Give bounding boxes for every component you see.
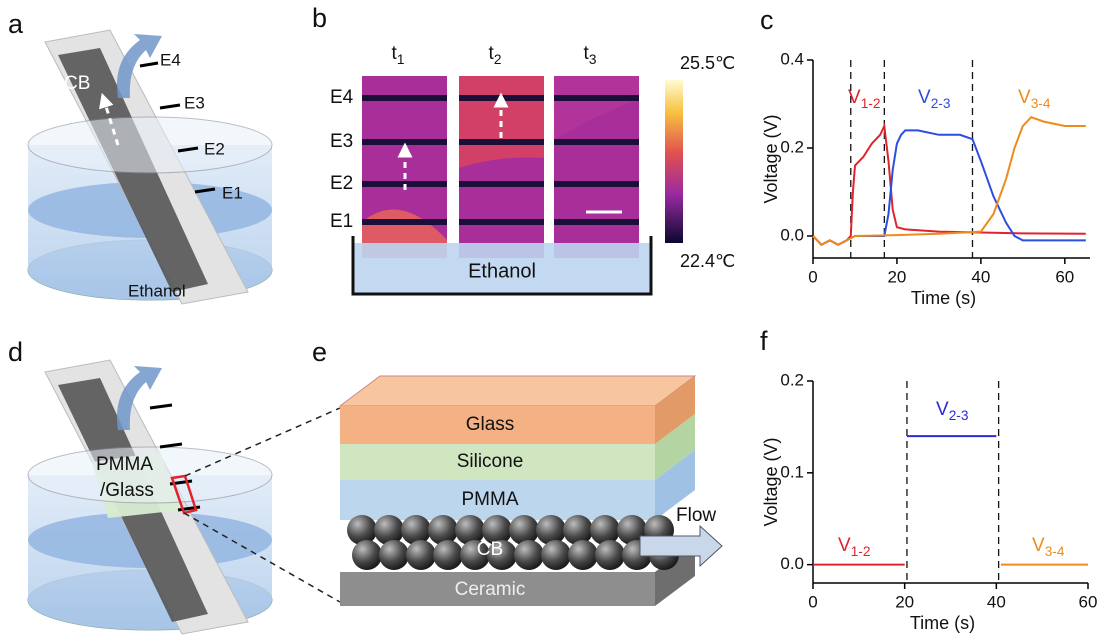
electrode-stripe (554, 181, 639, 187)
panel-label: b (312, 3, 327, 33)
time-label: t1 (392, 43, 405, 67)
y-tick-label: 0.2 (780, 137, 804, 156)
layer-label: PMMA (462, 489, 519, 510)
electrode-stripe (554, 219, 639, 225)
sample-label: PMMA (96, 454, 153, 475)
layer-label: Silicone (457, 451, 524, 472)
x-axis-title: Time (s) (910, 613, 975, 633)
electrode-stripe (459, 181, 544, 187)
panel-e: e Glass Silicone PMMA CB Ceramic Flow (312, 337, 722, 606)
y-tick-label: 0.4 (780, 49, 804, 68)
series-line (813, 126, 1086, 245)
y-tick-label: 0.1 (780, 462, 804, 481)
cb-particle (514, 540, 544, 570)
electrode-stripe (362, 219, 447, 225)
flow-label: Flow (676, 505, 716, 526)
panel-d: d PMMA /Glass (8, 337, 340, 634)
colorbar (665, 80, 683, 243)
cb-particle (374, 515, 404, 545)
cb-particle (347, 515, 377, 545)
time-label: t2 (489, 43, 502, 67)
beaker-top (28, 117, 272, 173)
thermal-images: t1 t2 t3 E4 E3 E2 E1 (330, 43, 639, 258)
electrode-label: E1 (222, 183, 243, 202)
electrode-label: E3 (184, 93, 205, 112)
panel-label: a (8, 9, 24, 39)
chart: f 0.0 0.1 0.2 0 20 40 60 Time (s) Voltage (V) V1-2… (760, 326, 1097, 633)
cb-particle (401, 515, 431, 545)
sample-label: /Glass (100, 480, 154, 501)
colorbar-min: 22.4℃ (680, 251, 735, 271)
panel-label: c (760, 5, 774, 35)
figure: a E4 E3 E2 E1 CB Ethanol d PMMA /G (0, 0, 1108, 641)
y-tick-label: 0.2 (780, 370, 804, 389)
cb-particle (595, 540, 625, 570)
electrode (150, 405, 172, 408)
cb-particle (536, 515, 566, 545)
cb-particle (379, 540, 409, 570)
series-label: V1-2 (848, 87, 880, 111)
electrode-stripe (362, 95, 447, 101)
colorbar-max: 25.5℃ (680, 53, 735, 73)
x-tick-label: 0 (808, 267, 817, 286)
y-tick-label: 0.0 (780, 554, 804, 573)
panel-label: e (312, 337, 327, 367)
y-axis-title: Voltage (V) (761, 437, 781, 526)
cb-particle (563, 515, 593, 545)
electrode-stripe (554, 139, 639, 145)
cb-particle (509, 515, 539, 545)
layer-label: Glass (466, 414, 515, 435)
panel-b: b t1 t2 t3 E4 E3 E2 E1 25.5℃ 22.4℃ Ethanol (312, 3, 735, 294)
time-label: t3 (584, 43, 597, 67)
series-label: V3-4 (1032, 535, 1065, 559)
cb-particle (590, 515, 620, 545)
electrode-stripe (459, 139, 544, 145)
cb-particle (541, 540, 571, 570)
electrode-label: E2 (330, 173, 353, 194)
electrode-label: E2 (204, 139, 225, 158)
x-tick-label: 60 (1079, 592, 1098, 611)
cb-label: CB (64, 73, 90, 94)
electrode-label: E1 (330, 211, 353, 232)
electrode-label: E3 (330, 131, 353, 152)
electrode-stripe (459, 219, 544, 225)
x-tick-label: 40 (971, 267, 990, 286)
series-label: V1-2 (838, 535, 870, 559)
series-label: V2-3 (936, 399, 968, 423)
layer-label: Ceramic (455, 579, 526, 600)
x-tick-label: 40 (987, 592, 1006, 611)
cb-particle (352, 540, 382, 570)
panel-a: a E4 E3 E2 E1 CB Ethanol (8, 9, 272, 304)
liquid-label: Ethanol (128, 281, 186, 300)
y-axis-title: Voltage (V) (761, 114, 781, 203)
chart: c 0.0 0.2 0.4 0 20 40 60 Time (s) Voltage (V) V1-2… (760, 5, 1090, 308)
cb-particle (568, 540, 598, 570)
x-tick-label: 20 (887, 267, 906, 286)
x-tick-label: 0 (808, 592, 817, 611)
panel-label: d (8, 337, 23, 367)
electrode-label: E4 (330, 87, 354, 108)
panel-label: f (760, 326, 768, 356)
electrode (140, 63, 158, 66)
cb-particle (406, 540, 436, 570)
series-label: V3-4 (1018, 87, 1051, 111)
y-tick-label: 0.0 (780, 225, 804, 244)
electrode-stripe (554, 95, 639, 101)
electrode-label: E4 (160, 50, 181, 69)
series-label: V2-3 (918, 87, 950, 111)
top-face (340, 376, 695, 406)
cb-particle (433, 540, 463, 570)
electrode-stripe (362, 139, 447, 145)
liquid-label: Ethanol (468, 260, 536, 282)
x-tick-label: 60 (1055, 267, 1074, 286)
x-tick-label: 20 (895, 592, 914, 611)
electrode (160, 105, 180, 108)
layer-label: CB (477, 539, 503, 560)
cb-particle (428, 515, 458, 545)
charts: c 0.0 0.2 0.4 0 20 40 60 Time (s) Voltage (V) V1-2… (760, 5, 1097, 633)
electrode (160, 444, 182, 447)
x-axis-title: Time (s) (911, 288, 976, 308)
